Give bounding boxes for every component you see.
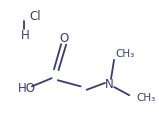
Text: CH₃: CH₃ <box>137 93 156 103</box>
Text: N: N <box>105 78 114 91</box>
Text: HO: HO <box>18 82 36 95</box>
Text: CH₃: CH₃ <box>116 49 135 59</box>
Text: Cl: Cl <box>29 10 41 23</box>
Text: O: O <box>59 32 69 45</box>
Text: H: H <box>21 29 30 42</box>
